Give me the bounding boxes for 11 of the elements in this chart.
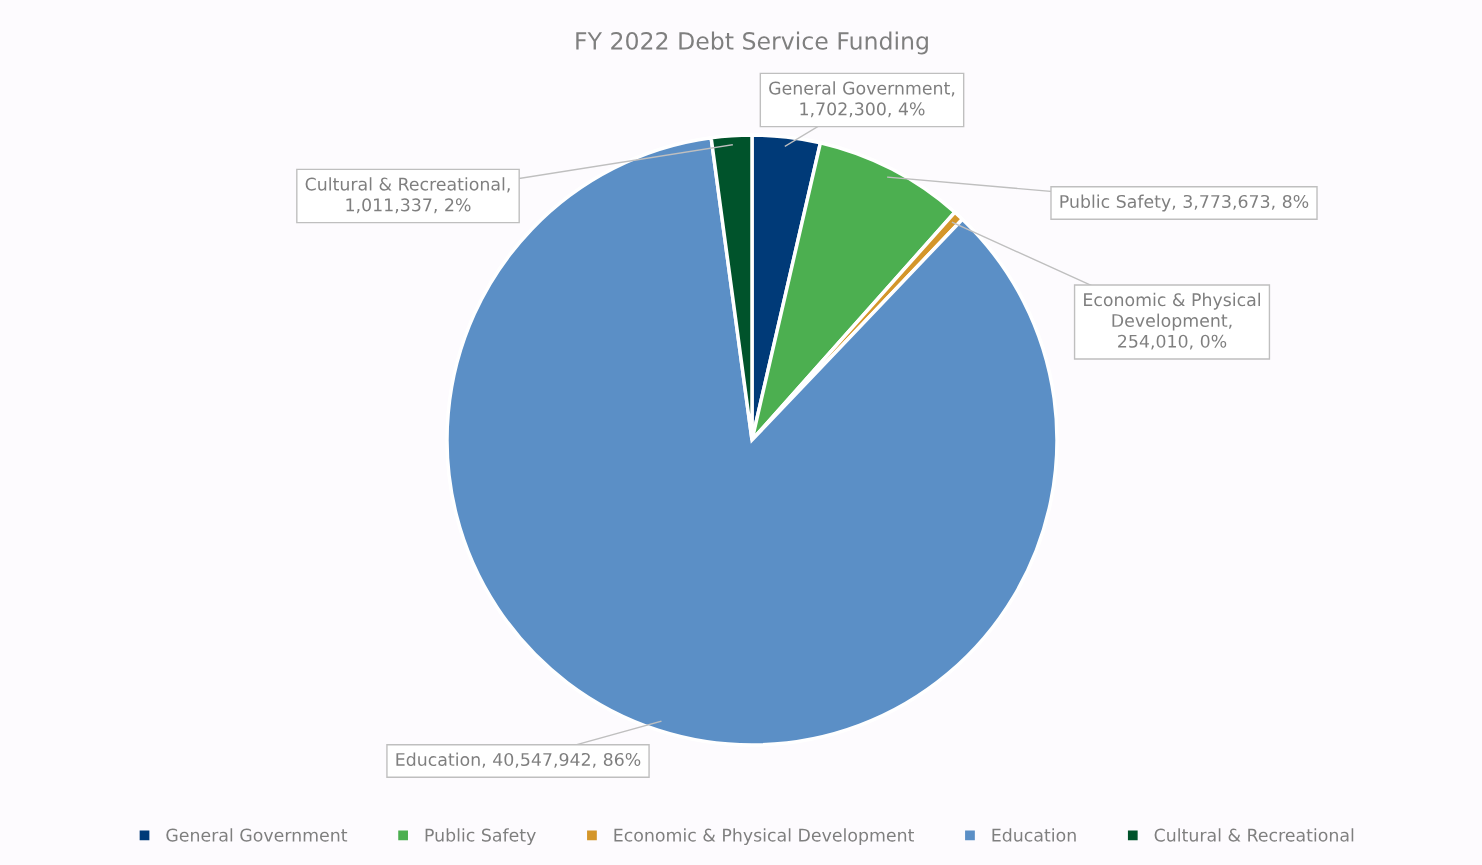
data-label: Economic & Physical Development, 254,010, 0% [1084, 292, 1260, 350]
legend-label: Education [992, 828, 1076, 842]
data-label: Public Safety, 3,773,673, 8% [1060, 194, 1309, 212]
data-label: Education, 40,547,942, 86% [396, 752, 641, 768]
legend-label: Public Safety [425, 828, 536, 846]
legend-label: General Government [166, 828, 348, 842]
data-label: General Government, 1,702,300, 4% [769, 81, 955, 118]
data-label: Cultural & Recreational, 1,011,337, 2% [305, 177, 510, 214]
chart-title: FY 2022 Debt Service Funding [576, 31, 928, 55]
legend-label: Economic & Physical Development [614, 828, 914, 846]
legend-label: Cultural & Recreational [1154, 828, 1354, 842]
